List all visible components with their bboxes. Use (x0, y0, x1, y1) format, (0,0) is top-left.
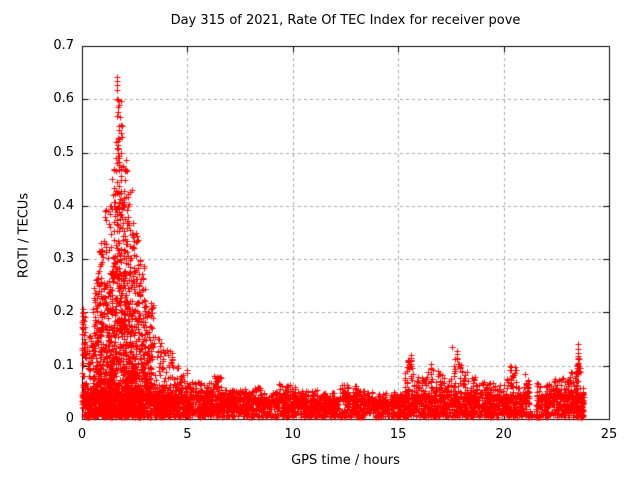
y-tick-label: 0.7 (53, 38, 74, 53)
y-tick-label: 0.3 (53, 251, 74, 267)
x-tick-label: 5 (183, 427, 192, 442)
x-axis-title: GPS time / hours (291, 453, 400, 468)
y-tick-label: 0.4 (53, 197, 74, 213)
y-tick-label: 0 (65, 411, 74, 426)
y-tick-label: 0.2 (53, 304, 74, 320)
x-tick-label: 0 (77, 427, 87, 442)
y-tick-label: 0.5 (53, 144, 74, 160)
y-tick-label: 0.1 (53, 357, 74, 373)
chart-title: Day 315 of 2021, Rate Of TEC Index for r… (170, 13, 521, 28)
x-tick-label: 25 (600, 427, 618, 442)
x-tick-label: 10 (284, 427, 302, 442)
x-tick-label: 20 (495, 427, 512, 442)
y-tick-label: 0.6 (53, 91, 74, 107)
x-tick-label: 15 (389, 427, 407, 442)
